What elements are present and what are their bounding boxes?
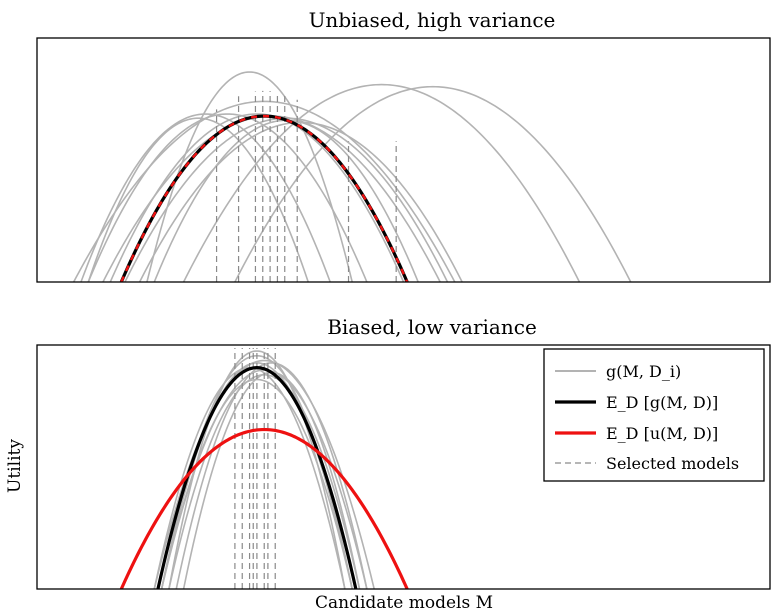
bot-sample-curve-5 [175, 362, 368, 589]
top-sample-curve-9 [109, 113, 405, 282]
bottom-panel-frame [36, 344, 771, 590]
legend-label-mean-u: E_D [u(M, D)] [606, 424, 718, 443]
bot-mean-g-curve [156, 366, 358, 589]
bottom-selected-model-lines [234, 348, 276, 589]
bot-sample-curve-9 [160, 378, 353, 589]
bot-mean-u-curve [119, 427, 409, 589]
top-sample-curve-7 [87, 117, 309, 282]
bottom-mean-curves [119, 366, 409, 589]
top-sample-curve-4 [72, 100, 456, 282]
top-sample-curve-10 [124, 117, 449, 282]
top-sample-curve-5 [80, 113, 331, 282]
top-sample-curve-6 [87, 113, 368, 282]
x-axis-label: Candidate models M [315, 593, 493, 612]
top-panel [36, 37, 771, 283]
top-panel-frame [36, 37, 771, 283]
bottom-panel [36, 344, 771, 590]
top-sample-curve-2 [182, 83, 581, 282]
y-axis-label: Utility [5, 439, 25, 493]
legend-label-samples: g(M, D_i) [606, 362, 681, 381]
top-panel-title: Unbiased, high variance [309, 8, 556, 32]
top-selected-model-lines [215, 90, 397, 282]
top-mean-u-curve [120, 114, 409, 282]
top-sample-curves [72, 71, 632, 282]
legend: g(M, D_i) E_D [g(M, D)] E_D [u(M, D)] Se… [543, 348, 765, 482]
legend-label-mean-g: E_D [g(M, D)] [606, 393, 718, 412]
bottom-panel-title: Biased, low variance [327, 315, 537, 339]
top-sample-curve-1 [146, 71, 353, 282]
top-sample-curve-3 [234, 85, 632, 282]
top-mean-curves [119, 114, 409, 282]
legend-label-selected: Selected models [606, 454, 739, 473]
